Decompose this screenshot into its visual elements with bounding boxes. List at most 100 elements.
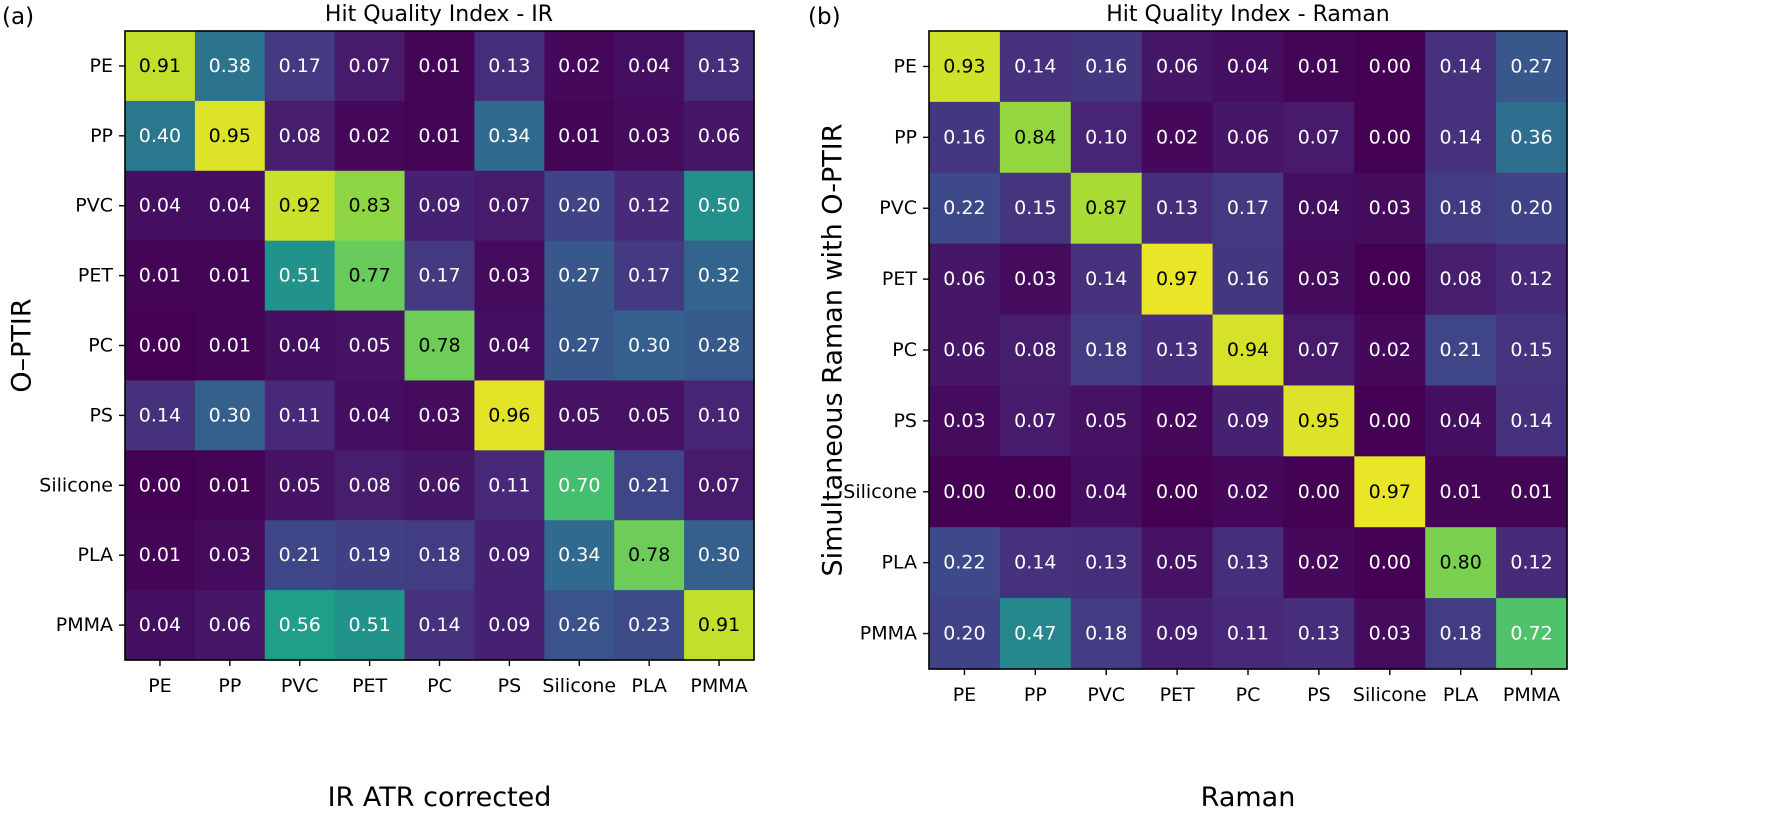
chart-2-cell-label: 0.22	[943, 552, 985, 574]
chart-1-x-tick-label: Silicone	[542, 675, 616, 697]
chart-1-cell-label: 0.20	[558, 195, 600, 217]
chart-1-cell-label: 0.32	[698, 265, 740, 287]
chart-1-cell-label: 0.04	[279, 335, 321, 357]
chart-2-cell-label: 0.06	[1227, 126, 1269, 148]
chart-2-cell-label: 0.04	[1085, 481, 1127, 503]
chart-1-cell-label: 0.11	[279, 404, 321, 426]
chart-1-cell-label: 0.34	[558, 544, 600, 566]
chart-2-x-tick-label: PLA	[1443, 684, 1478, 706]
chart-1-x-tick-label: PLA	[631, 675, 666, 697]
chart-2-cell-label: 0.09	[1227, 410, 1269, 432]
chart-2-cell-label: 0.18	[1440, 197, 1482, 219]
chart-2-x-tick-label: PC	[1236, 684, 1261, 706]
chart-2-x-tick-label: Silicone	[1353, 684, 1427, 706]
chart-2-cell-label: 0.13	[1156, 339, 1198, 361]
chart-1-cell-label: 0.10	[698, 404, 740, 426]
chart-2-cell-label: 0.06	[943, 339, 985, 361]
chart-2-cell-label: 0.87	[1085, 197, 1127, 219]
chart-2-cell-label: 0.16	[1085, 55, 1127, 77]
chart-2-x-tick-label: PET	[1160, 684, 1195, 706]
chart-2-cell-label: 0.02	[1298, 552, 1340, 574]
chart-2-cell-label: 0.16	[943, 126, 985, 148]
chart-2-cell-label: 0.13	[1156, 197, 1198, 219]
chart-1-cell-label: 0.04	[139, 614, 181, 636]
chart-1-y-tick-label: PC	[88, 335, 113, 357]
chart-1-cell-label: 0.08	[279, 125, 321, 147]
chart-1-cell-label: 0.77	[348, 265, 390, 287]
chart-1-cell-label: 0.03	[209, 544, 251, 566]
chart-1-cell-label: 0.17	[628, 265, 670, 287]
chart-2-cell-label: 0.14	[1440, 55, 1482, 77]
chart-2-cell-label: 0.22	[943, 197, 985, 219]
chart-1-cell-label: 0.30	[209, 404, 251, 426]
chart-1-cell-label: 0.04	[628, 55, 670, 77]
figure: (a) Hit Quality Index - IR0.91 0.38 0.17 0.0…	[0, 0, 1770, 829]
chart-1-cell-label: 0.01	[209, 474, 251, 496]
chart-2-cell-label: 0.21	[1440, 339, 1482, 361]
chart-1-cell-label: 0.11	[488, 474, 530, 496]
chart-1-cell-label: 0.08	[348, 474, 390, 496]
chart-2-cell-label: 0.02	[1369, 339, 1411, 361]
chart-2-x-axis-label: Raman	[1201, 782, 1296, 813]
chart-2-x-tick-label: PMMA	[1503, 684, 1560, 706]
chart-2-y-tick-label: PVC	[879, 197, 917, 219]
chart-1-cell-label: 0.01	[209, 265, 251, 287]
chart-2-cell-label: 0.10	[1085, 126, 1127, 148]
chart-1-cell-label: 0.27	[558, 335, 600, 357]
chart-2-y-tick-label: PP	[894, 126, 917, 148]
chart-1-cell-label: 0.06	[418, 474, 460, 496]
chart-2-cell-label: 0.00	[1298, 481, 1340, 503]
chart-1-cell-label: 0.02	[558, 55, 600, 77]
chart-2-y-tick-label: PC	[892, 339, 917, 361]
chart-1-cell-label: 0.26	[558, 614, 600, 636]
chart-1-y-tick-label: PLA	[78, 544, 113, 566]
chart-1-cell-label: 0.05	[279, 474, 321, 496]
chart-2-cell-label: 0.20	[943, 623, 985, 645]
chart-1-x-tick-label: PS	[498, 675, 522, 697]
chart-1-cell-label: 0.21	[279, 544, 321, 566]
chart-2-panel-tag: (b)	[808, 4, 841, 30]
chart-1-cell-label: 0.51	[348, 614, 390, 636]
chart-1-cell-label: 0.07	[488, 195, 530, 217]
chart-2-x-tick-label: PS	[1307, 684, 1331, 706]
chart-1-cell-label: 0.06	[698, 125, 740, 147]
chart-1-cell-label: 0.28	[698, 335, 740, 357]
chart-1-cell-label: 0.09	[418, 195, 460, 217]
chart-2-cell-label: 0.15	[1014, 197, 1056, 219]
chart-1-cell-label: 0.01	[139, 265, 181, 287]
chart-2-cell-label: 0.02	[1227, 481, 1269, 503]
chart-2-y-tick-label: PET	[882, 268, 917, 290]
chart-1-cell-label: 0.00	[139, 474, 181, 496]
chart-2-cell-label: 0.00	[943, 481, 985, 503]
chart-1-y-tick-label: PMMA	[56, 614, 113, 636]
chart-1-x-tick-label: PMMA	[690, 675, 747, 697]
chart-2-cell-label: 0.13	[1085, 552, 1127, 574]
chart-2-x-tick-label: PVC	[1087, 684, 1125, 706]
chart-2-cell-label: 0.47	[1014, 623, 1056, 645]
chart-2-cell-label: 0.27	[1510, 55, 1552, 77]
chart-2-cell-label: 0.08	[1014, 339, 1056, 361]
chart-1-cell-label: 0.56	[279, 614, 321, 636]
chart-2-cell-label: 0.97	[1156, 268, 1198, 290]
chart-1-x-tick-label: PE	[148, 675, 171, 697]
chart-2-cell-label: 0.15	[1510, 339, 1552, 361]
chart-1-cell-label: 0.14	[418, 614, 460, 636]
chart-2-y-tick-label: PMMA	[860, 623, 917, 645]
chart-1-y-tick-label: PP	[90, 125, 113, 147]
chart-2-cell-label: 0.08	[1440, 268, 1482, 290]
chart-1-cell-label: 0.03	[628, 125, 670, 147]
chart-1-cell-label: 0.01	[209, 335, 251, 357]
chart-1-cell-label: 0.17	[418, 265, 460, 287]
chart-2-cell-label: 0.17	[1227, 197, 1269, 219]
chart-1-cell-label: 0.04	[488, 335, 530, 357]
chart-2-cell-label: 0.02	[1156, 410, 1198, 432]
chart-2-cell-label: 0.72	[1510, 623, 1552, 645]
chart-2-cell-label: 0.00	[1369, 55, 1411, 77]
chart-1-x-tick-label: PET	[352, 675, 387, 697]
chart-1-cell-label: 0.51	[279, 265, 321, 287]
chart-1-cell-label: 0.92	[279, 195, 321, 217]
chart-1-cell-label: 0.09	[488, 614, 530, 636]
chart-1-cell-label: 0.18	[418, 544, 460, 566]
chart-2-cell-label: 0.09	[1156, 623, 1198, 645]
chart-1-cell-label: 0.07	[348, 55, 390, 77]
